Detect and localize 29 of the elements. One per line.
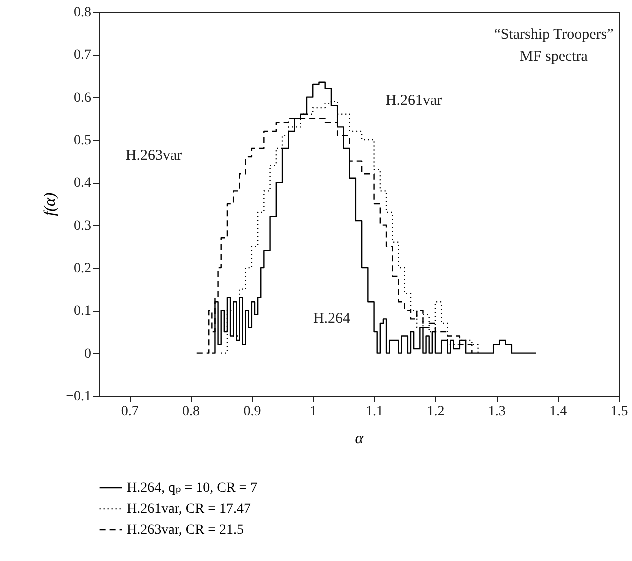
annotation: H.261var	[386, 93, 442, 109]
x-tick-label: 0.9	[244, 404, 262, 420]
y-tick-label: 0.1	[74, 304, 92, 320]
annotation: H.264	[313, 311, 352, 327]
y-tick-label: 0.3	[74, 218, 92, 234]
annotation: “Starship Troopers”	[494, 27, 614, 43]
annotation: MF spectra	[520, 49, 588, 65]
y-tick-label: −0.1	[66, 390, 92, 404]
x-tick-label: 1	[310, 404, 318, 420]
x-tick-label: 1.3	[488, 404, 506, 420]
y-tick-label: 0.6	[74, 90, 92, 106]
y-tick-label: 0.7	[74, 48, 92, 64]
x-tick-label: 1.2	[427, 404, 445, 420]
legend-label: H.261var, CR = 17.47	[127, 502, 251, 517]
y-tick-label: 0	[84, 346, 92, 362]
y-axis-title: f(α)	[42, 192, 60, 216]
y-tick-label: 0.8	[74, 6, 92, 20]
x-tick-label: 0.7	[121, 404, 139, 420]
annotation: H.263var	[126, 148, 182, 164]
x-tick-label: 1.5	[610, 404, 628, 420]
legend-label: H.263var, CR = 21.5	[127, 523, 244, 538]
x-tick-label: 1.1	[366, 404, 384, 420]
legend-label: H.264, qₚ = 10, CR = 7	[127, 481, 258, 496]
x-tick-label: 0.8	[182, 404, 200, 420]
y-tick-label: 0.2	[74, 262, 92, 276]
y-tick-label: 0.5	[74, 134, 92, 148]
x-axis-title: α	[355, 430, 364, 448]
x-tick-label: 1.4	[550, 404, 568, 420]
y-tick-label: 0.4	[74, 176, 92, 192]
